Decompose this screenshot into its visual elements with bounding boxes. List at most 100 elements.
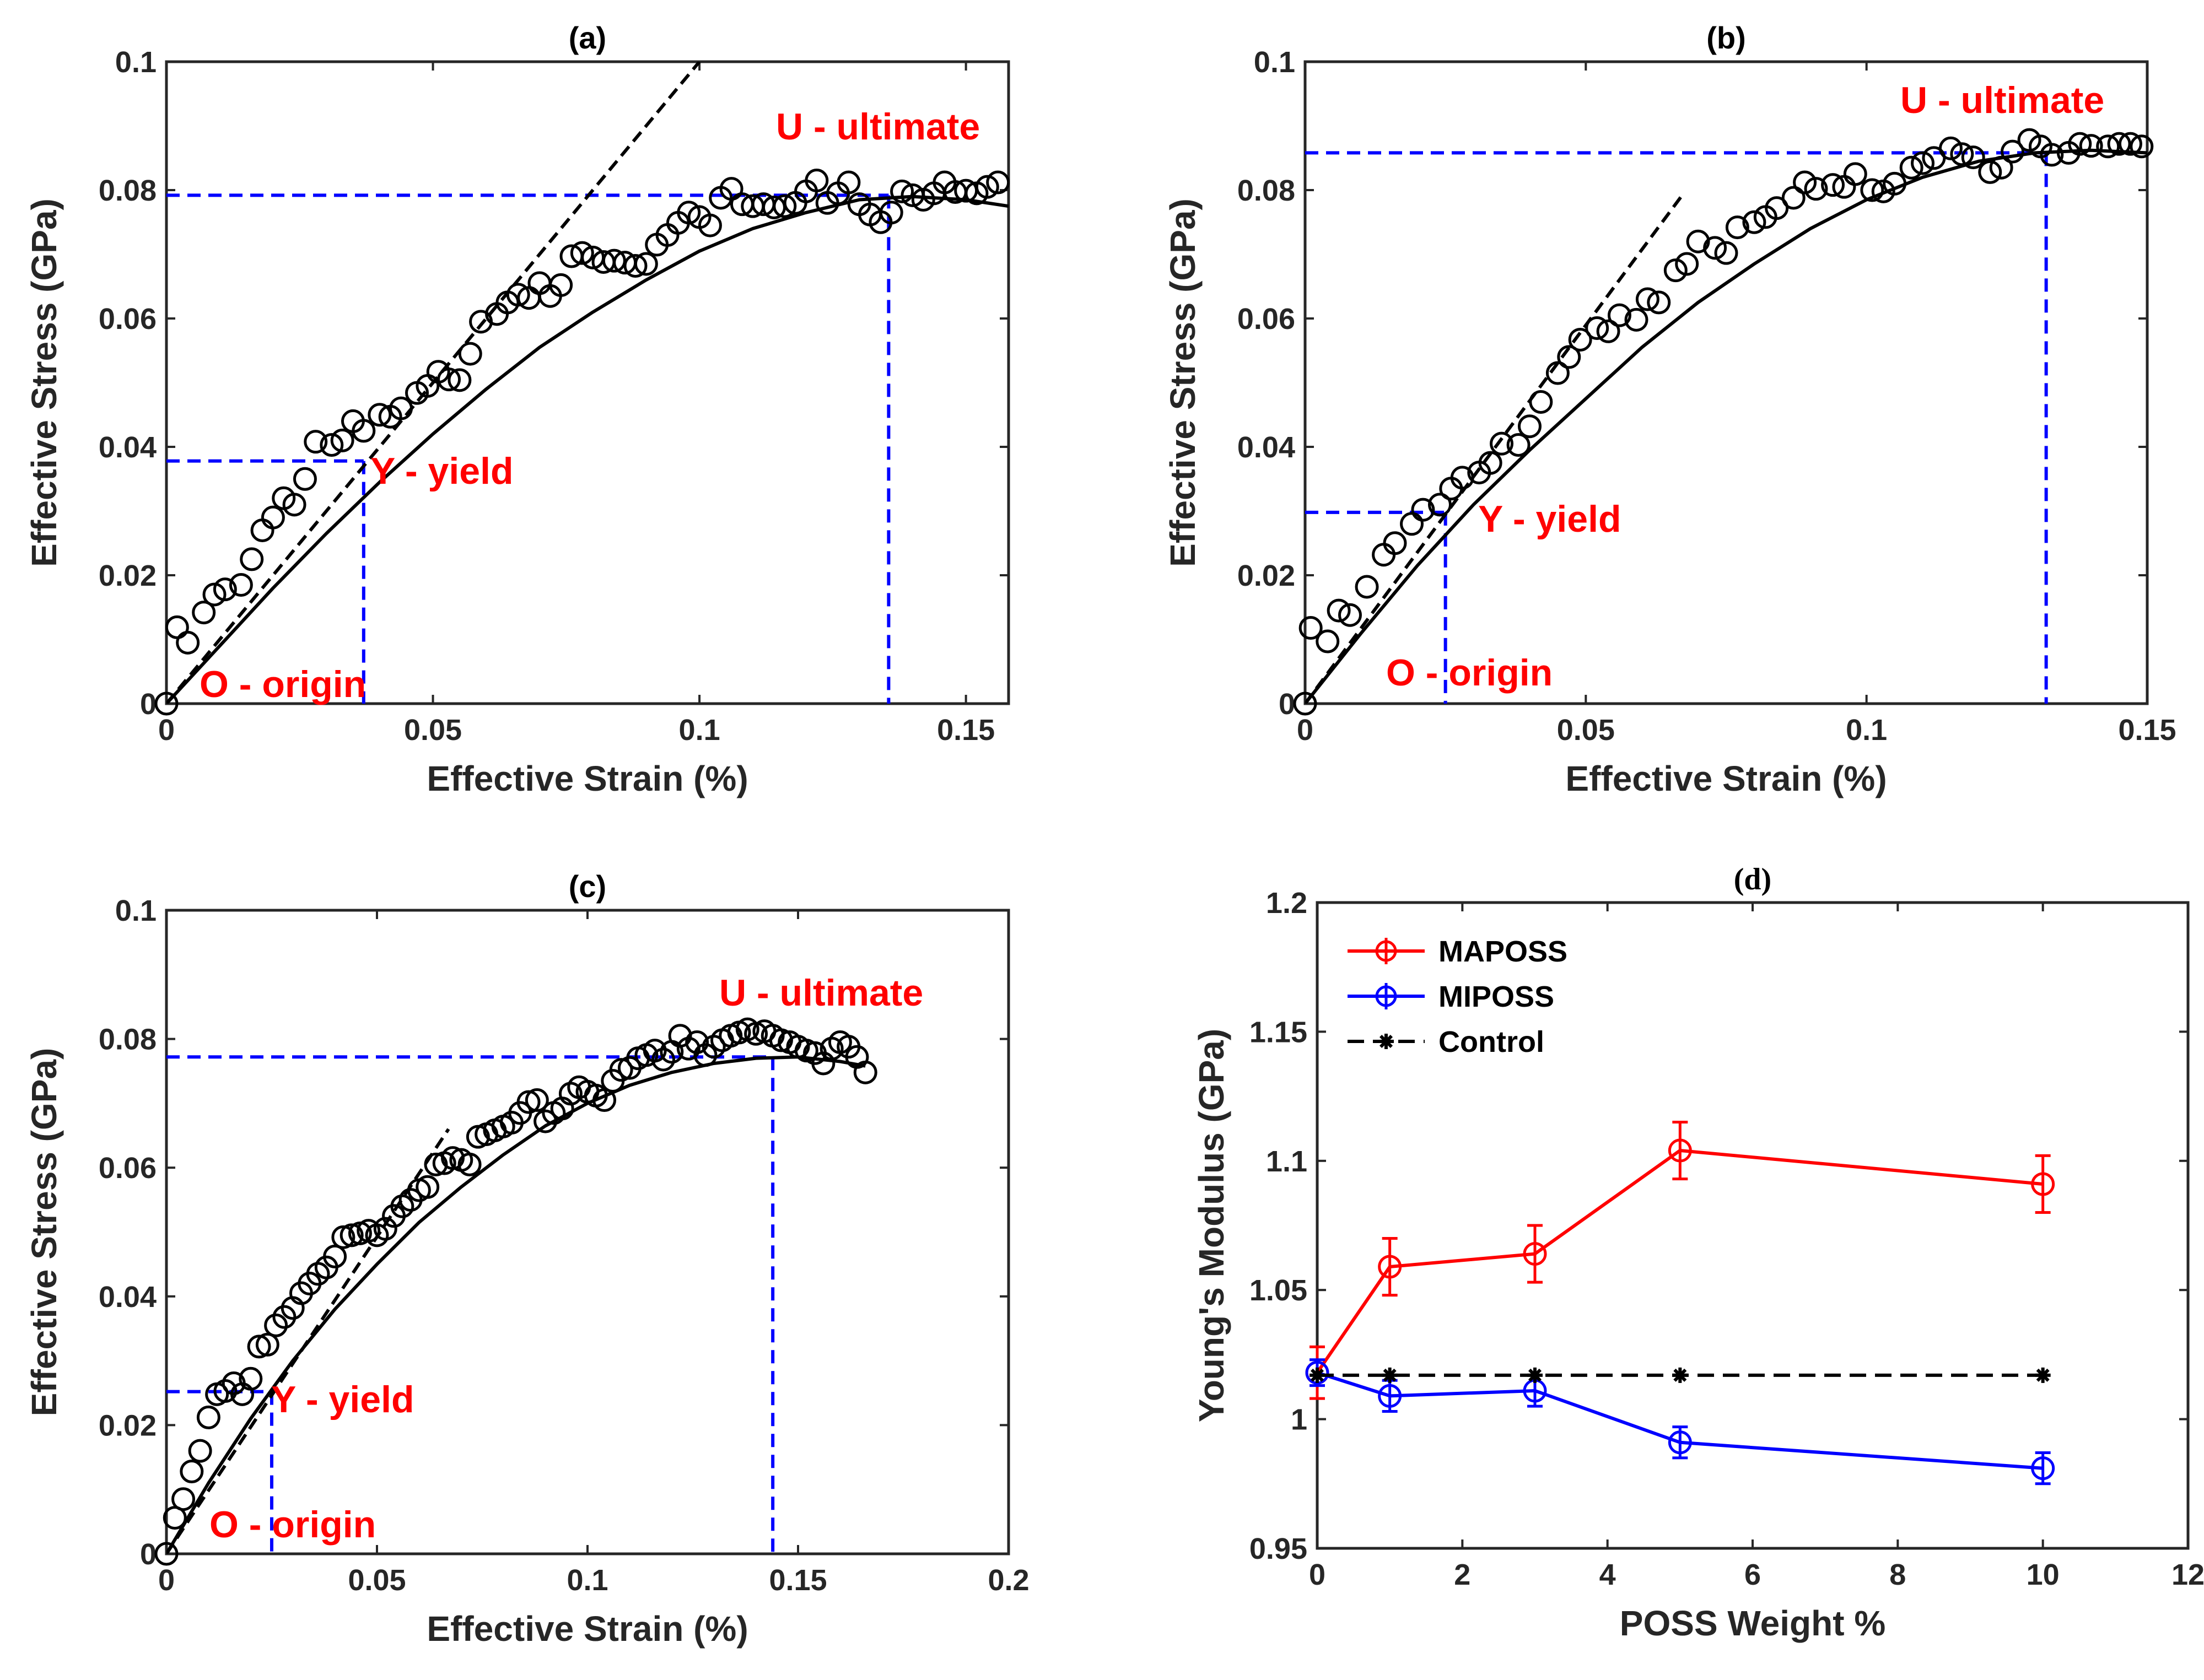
x-axis-label: Effective Strain (%) — [1565, 759, 1887, 798]
data-point-miposs — [1378, 1384, 1402, 1408]
data-point — [1568, 327, 1592, 352]
data-point — [1517, 414, 1542, 439]
data-point — [352, 419, 376, 443]
data-point — [457, 1152, 482, 1176]
data-point — [1765, 196, 1789, 220]
data-point — [330, 428, 354, 452]
data-point — [304, 430, 328, 454]
y-tick-label: 0.04 — [1237, 431, 1295, 464]
x-tick-label: 0 — [158, 1564, 175, 1597]
data-point — [651, 1047, 676, 1072]
y-tick-label: 0 — [140, 1538, 157, 1571]
data-point — [1742, 210, 1766, 234]
data-point — [416, 1175, 440, 1199]
data-point — [1675, 252, 1699, 276]
data-point — [154, 1542, 179, 1566]
data-point-control — [1527, 1367, 1543, 1383]
data-point — [975, 175, 999, 199]
data-point — [1725, 215, 1749, 240]
data-point — [1843, 162, 1867, 186]
x-tick-label: 12 — [2171, 1558, 2204, 1591]
x-tick-label: 0.15 — [769, 1564, 827, 1597]
data-point — [677, 201, 701, 225]
data-point — [264, 1313, 288, 1337]
data-point — [685, 1030, 709, 1054]
ultimate-annotation: U - ultimate — [776, 106, 980, 148]
data-point-control — [2035, 1367, 2051, 1383]
data-point — [1545, 361, 1570, 385]
data-point — [1557, 345, 1581, 369]
data-point — [1529, 390, 1553, 414]
data-point — [1950, 142, 1974, 166]
data-point — [2040, 143, 2064, 167]
data-point — [1506, 433, 1531, 457]
data-point — [331, 1225, 355, 1249]
data-point — [853, 1060, 877, 1084]
y-tick-label: 0.04 — [99, 431, 157, 464]
elastic-line — [166, 62, 701, 704]
origin-annotation: O - origin — [209, 1504, 376, 1546]
data-point — [188, 1439, 212, 1463]
data-point — [1427, 493, 1452, 517]
x-tick-label: 10 — [2027, 1558, 2060, 1591]
x-tick-label: 0.15 — [937, 714, 995, 747]
panel-c: 0 0.05 0.1 0.15 0.2 0 0.02 0.04 0.06 0.08 0.1 (c) Ef… — [24, 869, 1030, 1649]
data-point — [320, 433, 344, 457]
data-point — [525, 1088, 549, 1112]
ultimate-annotation: U - ultimate — [719, 972, 923, 1014]
data-point — [1411, 498, 1435, 522]
data-point — [213, 1379, 238, 1403]
data-point — [1989, 155, 2013, 180]
data-point — [837, 170, 861, 195]
data-point — [1781, 186, 1806, 210]
data-point — [389, 396, 413, 420]
data-point — [693, 1043, 718, 1067]
y-tick-label: 0 — [1279, 688, 1295, 721]
data-point — [1298, 616, 1323, 640]
x-axis-label: Effective Strain (%) — [427, 759, 748, 798]
data-point — [2079, 134, 2103, 158]
elastic-line — [1305, 195, 1683, 704]
x-tick-label: 0.1 — [679, 714, 720, 747]
x-tick-label: 0 — [1297, 714, 1313, 747]
data-point — [769, 1028, 793, 1052]
x-tick-label: 8 — [1889, 1558, 1906, 1591]
origin-annotation: O - origin — [1386, 652, 1553, 694]
data-point — [805, 169, 829, 193]
data-point — [171, 1487, 196, 1511]
data-point — [1804, 177, 1828, 201]
panel-a: 0 0.05 0.1 0.15 0 0.02 0.04 0.06 0.08 0.1 (a) Effec… — [24, 20, 1010, 798]
x-tick-label: 0.05 — [404, 714, 462, 747]
y-tick-label: 0.06 — [99, 302, 157, 336]
y-tick-label: 1.05 — [1249, 1274, 1307, 1307]
x-tick-label: 0.05 — [348, 1564, 406, 1597]
y-axis-label: Effective Stress (GPa) — [24, 1048, 64, 1417]
y-axis-label: Effective Stress (GPa) — [24, 198, 64, 567]
data-point-miposs — [1305, 1360, 1329, 1385]
panel-title: (a) — [569, 20, 606, 55]
panel-title: (b) — [1706, 20, 1746, 55]
data-point — [1703, 236, 1727, 260]
data-point — [506, 283, 530, 307]
data-point — [458, 342, 482, 366]
data-point — [340, 1223, 364, 1247]
data-point — [437, 368, 461, 392]
legend-label: Control — [1438, 1025, 1544, 1058]
y-tick-label: 0.08 — [99, 1023, 157, 1056]
data-point-miposs — [2031, 1456, 2055, 1481]
data-point — [2130, 134, 2154, 159]
data-point — [1714, 241, 1738, 265]
data-point-control — [1382, 1367, 1398, 1383]
data-point — [2068, 132, 2092, 156]
data-point — [176, 630, 200, 655]
panel-b: 0 0.05 0.1 0.15 0 0.02 0.04 0.06 0.08 0.1 (b) Effec… — [1163, 20, 2176, 798]
data-point — [255, 1332, 279, 1357]
y-tick-label: 1.15 — [1249, 1015, 1307, 1049]
data-point — [424, 1152, 448, 1176]
data-point-control — [1310, 1367, 1325, 1383]
data-point-maposs — [1378, 1255, 1402, 1279]
data-point — [1490, 431, 1514, 456]
y-tick-label: 1.1 — [1266, 1145, 1307, 1178]
y-tick-label: 0.02 — [99, 1409, 157, 1442]
data-point — [2001, 139, 2025, 164]
